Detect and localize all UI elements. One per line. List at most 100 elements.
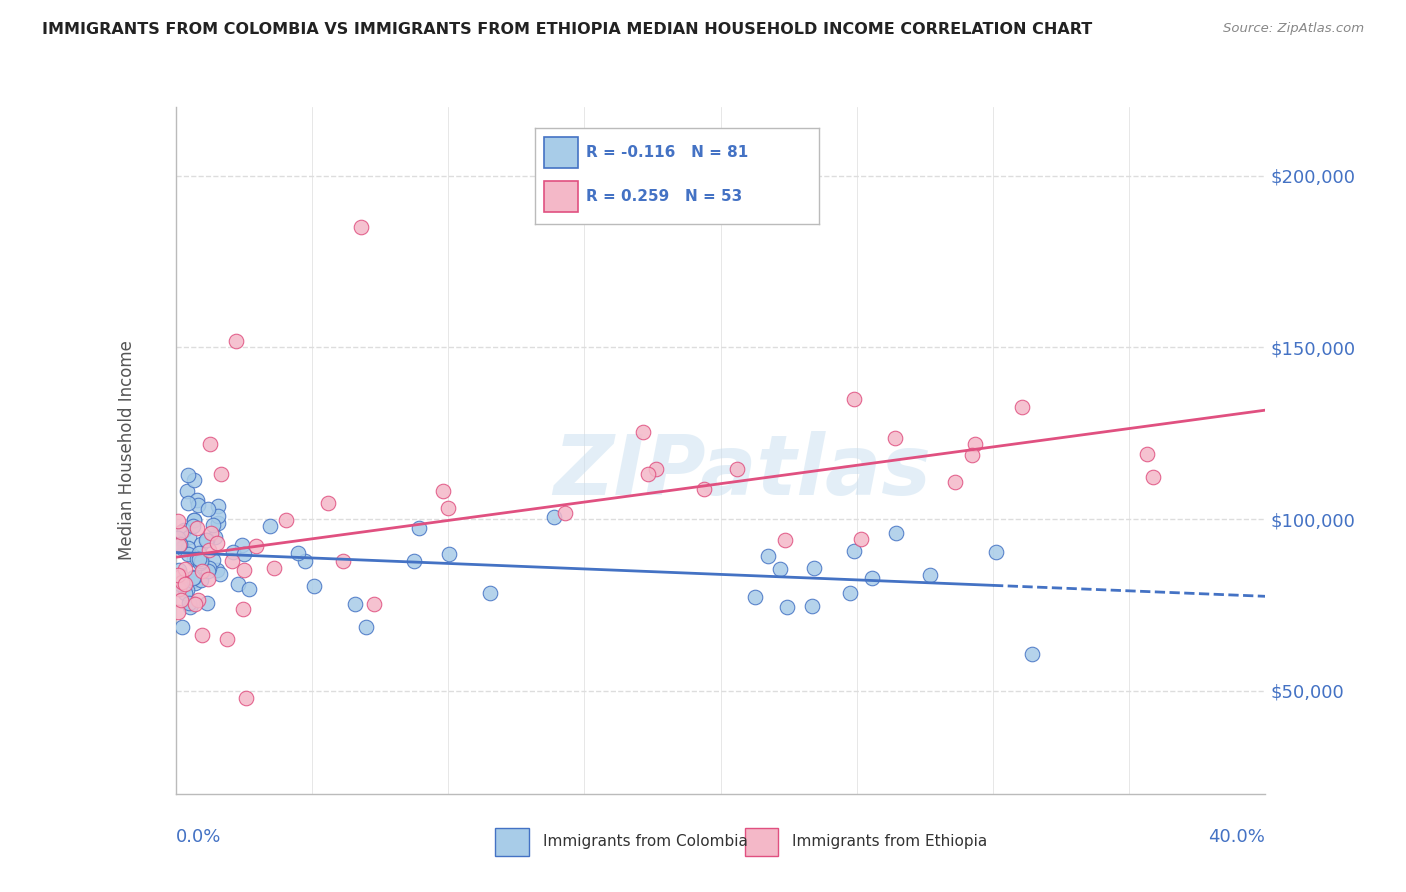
Point (773, 533, 796, 547)
Point (238, 582, 260, 596)
Point (208, 567, 231, 582)
Point (744, 590, 766, 604)
Point (173, 580, 195, 594)
Point (170, 574, 193, 589)
Point (170, 568, 193, 582)
Point (225, 334, 247, 348)
Point (167, 514, 190, 528)
Point (202, 553, 225, 567)
Point (1142, 470, 1164, 484)
Point (190, 573, 212, 587)
Point (222, 545, 245, 559)
Text: ZIPatlas: ZIPatlas (554, 431, 931, 512)
Point (179, 529, 201, 543)
Point (725, 461, 748, 475)
Point (190, 564, 212, 578)
Point (197, 561, 219, 575)
Point (801, 599, 824, 613)
Point (188, 552, 211, 566)
Point (294, 554, 316, 568)
Point (436, 500, 458, 515)
Point (207, 499, 229, 513)
Point (883, 431, 905, 445)
Text: IMMIGRANTS FROM COLOMBIA VS IMMIGRANTS FROM ETHIOPIA MEDIAN HOUSEHOLD INCOME COR: IMMIGRANTS FROM COLOMBIA VS IMMIGRANTS F… (42, 22, 1092, 37)
Point (194, 533, 217, 548)
Point (167, 605, 190, 619)
Point (332, 554, 354, 568)
Point (186, 521, 208, 535)
Point (195, 596, 218, 610)
Point (363, 597, 385, 611)
Point (181, 574, 204, 589)
Point (235, 690, 257, 705)
Point (693, 482, 716, 496)
Point (186, 493, 208, 508)
Point (191, 554, 214, 568)
Point (207, 563, 229, 577)
Point (232, 602, 254, 616)
Point (263, 561, 285, 575)
Point (226, 576, 249, 591)
Point (187, 546, 209, 560)
Point (170, 524, 193, 539)
Point (169, 537, 191, 551)
Point (176, 582, 198, 597)
Point (803, 561, 825, 575)
Point (197, 564, 219, 578)
Point (187, 498, 209, 512)
Point (183, 552, 205, 566)
Point (209, 467, 232, 482)
Point (195, 533, 218, 547)
Point (174, 562, 197, 576)
Point (191, 628, 214, 642)
Point (645, 462, 668, 476)
Point (1136, 447, 1159, 461)
Point (304, 579, 326, 593)
Point (190, 537, 212, 551)
Point (204, 530, 226, 544)
Point (350, 220, 373, 235)
Point (884, 525, 907, 540)
Point (183, 513, 205, 527)
Point (232, 547, 254, 561)
Point (756, 549, 779, 564)
Point (849, 532, 872, 546)
Point (844, 543, 866, 558)
Point (181, 596, 204, 610)
Point (231, 538, 253, 552)
Point (197, 572, 219, 586)
Point (202, 518, 225, 533)
Point (839, 586, 862, 600)
Point (172, 541, 194, 555)
Point (479, 586, 502, 600)
Point (960, 448, 983, 462)
Point (918, 568, 941, 582)
Point (173, 523, 195, 537)
Point (233, 563, 256, 577)
Point (183, 570, 205, 584)
Point (402, 553, 425, 567)
Point (965, 437, 987, 451)
Text: 0.0%: 0.0% (176, 828, 221, 847)
Point (177, 547, 200, 561)
Text: Source: ZipAtlas.com: Source: ZipAtlas.com (1223, 22, 1364, 36)
Point (169, 577, 191, 591)
Point (259, 518, 281, 533)
Point (287, 546, 309, 560)
Point (343, 597, 366, 611)
Point (768, 562, 790, 576)
Point (197, 542, 219, 557)
Point (1011, 400, 1033, 414)
Point (432, 484, 454, 499)
Point (860, 571, 883, 585)
Text: Median Household Income: Median Household Income (118, 341, 136, 560)
Point (543, 509, 565, 524)
Point (167, 531, 190, 545)
Point (200, 525, 222, 540)
Point (167, 564, 190, 578)
Point (167, 538, 190, 552)
Point (221, 554, 243, 568)
Point (437, 547, 460, 561)
Point (945, 475, 967, 489)
Point (207, 516, 229, 530)
